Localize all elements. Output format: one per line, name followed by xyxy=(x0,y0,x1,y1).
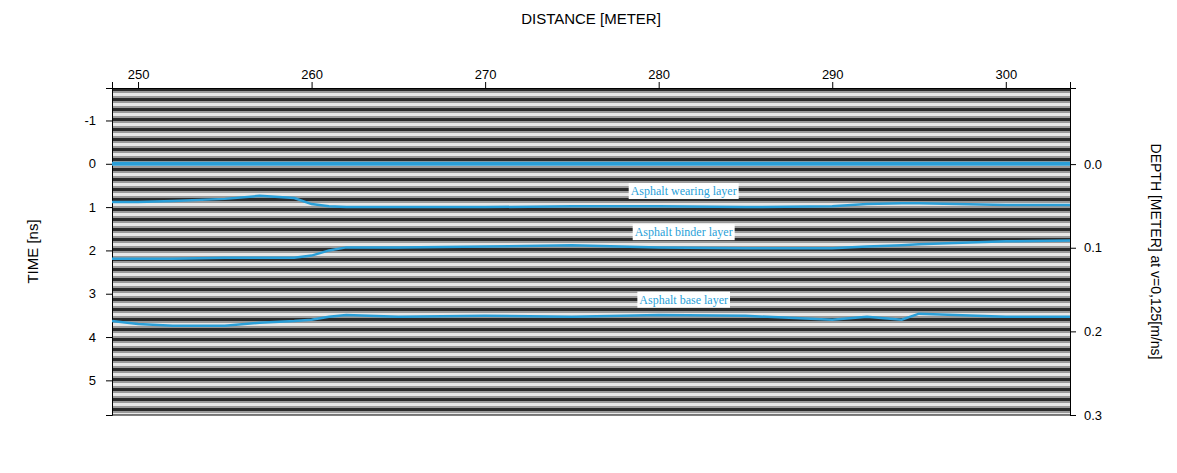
tick: 300 xyxy=(995,67,1017,88)
tick-label: 290 xyxy=(822,67,844,82)
tick-mark xyxy=(138,82,139,88)
layer-label: Asphalt binder layer xyxy=(635,225,733,239)
layer-line xyxy=(112,162,1070,166)
x-axis: 250 260 270 280 290 300 xyxy=(113,67,1071,89)
tick: 260 xyxy=(301,67,323,88)
tick-mark xyxy=(1006,82,1007,88)
tick-mark xyxy=(1070,164,1076,165)
tick-mark xyxy=(106,294,112,295)
tick: -1 xyxy=(84,113,112,128)
tick-label: 0.2 xyxy=(1084,324,1102,339)
chart: 250 260 270 280 290 300 -1 0 1 2 3 4 5 0.0 0.1 0.2 0.3 As… xyxy=(0,0,1177,473)
tick-mark xyxy=(106,164,112,165)
layer-line xyxy=(112,314,1070,326)
tick-label: -1 xyxy=(84,113,96,128)
tick-mark xyxy=(106,337,112,338)
tick-label: 5 xyxy=(89,373,96,388)
tick-label: 0.0 xyxy=(1084,157,1102,172)
tick: 280 xyxy=(648,67,670,88)
tick-label: 3 xyxy=(89,286,96,301)
lines xyxy=(112,164,1070,326)
y-axis-line xyxy=(106,89,113,416)
tick-mark xyxy=(1070,415,1076,416)
tick: 0.0 xyxy=(1070,157,1102,172)
tick: 2 xyxy=(89,243,112,258)
y2-axis-title: DEPTH [METER] at v=0,125[m/ns] xyxy=(1148,144,1164,360)
x-axis-line xyxy=(113,82,1071,89)
layer-label: Asphalt base layer xyxy=(639,293,728,307)
tick: 250 xyxy=(128,67,150,88)
plot: 250 260 270 280 290 300 -1 0 1 2 3 4 5 0.0 0.1 0.2 0.3 As… xyxy=(84,67,1102,423)
tick-mark xyxy=(659,82,660,88)
y2-axis-line xyxy=(1071,89,1077,416)
tick-label: 4 xyxy=(89,330,96,345)
tick-mark xyxy=(1070,248,1076,249)
label-patch xyxy=(637,292,730,308)
y-axis: -1 0 1 2 3 4 5 xyxy=(84,89,112,416)
tick: 0.3 xyxy=(1070,408,1102,423)
y2-axis: 0.0 0.1 0.2 0.3 xyxy=(1070,89,1102,423)
tick-label: 300 xyxy=(995,67,1017,82)
label-patch xyxy=(629,183,739,199)
tick-mark xyxy=(106,250,112,251)
tick-label: 2 xyxy=(89,243,96,258)
tick-mark xyxy=(106,120,112,121)
tick-label: 0.1 xyxy=(1084,240,1102,255)
x-axis-title: DISTANCE [METER] xyxy=(521,10,661,27)
layer-labels: Asphalt wearing layer Asphalt binder laye… xyxy=(629,183,739,308)
tick-label: 260 xyxy=(301,67,323,82)
tick: 1 xyxy=(89,200,112,215)
tick: 5 xyxy=(89,373,112,388)
tick-mark xyxy=(1070,331,1076,332)
radargram-background xyxy=(112,88,1070,415)
tick-mark xyxy=(106,207,112,208)
tick-mark xyxy=(832,82,833,88)
tick-label: 0 xyxy=(89,156,96,171)
label-patch xyxy=(633,224,735,240)
tick-label: 0.3 xyxy=(1084,408,1102,423)
tick-mark xyxy=(106,380,112,381)
layer-label: Asphalt wearing layer xyxy=(631,184,737,198)
tick-label: 250 xyxy=(128,67,150,82)
tick-mark xyxy=(312,82,313,88)
layer-line xyxy=(112,196,1070,207)
tick-label: 1 xyxy=(89,200,96,215)
tick: 0.2 xyxy=(1070,324,1102,339)
frame-bottom xyxy=(112,415,1070,416)
tick-label: 280 xyxy=(648,67,670,82)
tick: 3 xyxy=(89,286,112,301)
tick: 0.1 xyxy=(1070,240,1102,255)
tick: 4 xyxy=(89,330,112,345)
tick: 0 xyxy=(89,156,112,171)
tick-label: 270 xyxy=(475,67,497,82)
tick: 270 xyxy=(475,67,497,88)
tick: 290 xyxy=(822,67,844,88)
tick-mark xyxy=(485,82,486,88)
layer-line xyxy=(112,240,1070,258)
y-axis-title: TIME [ns] xyxy=(24,219,41,283)
